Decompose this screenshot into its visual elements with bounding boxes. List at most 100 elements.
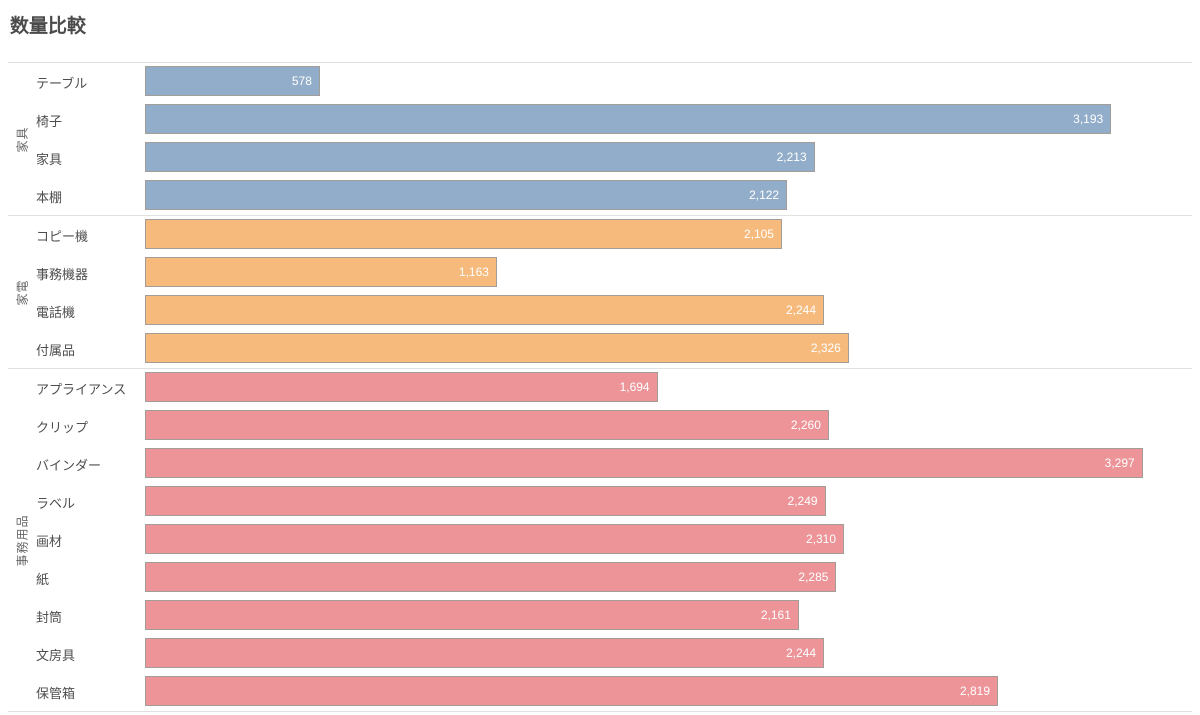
bar-value-label: 2,285: [798, 570, 829, 584]
bar[interactable]: 2,105: [145, 219, 782, 249]
item-label: 封筒: [36, 609, 63, 625]
bar[interactable]: 3,193: [145, 104, 1112, 134]
category-group: 事務用品 アプライアンス 1,694 クリップ 2,260 バインダー 3,297 ラベル 2,…: [8, 369, 1192, 712]
bar-value-label: 2,260: [790, 418, 821, 432]
bar-value-label: 2,310: [805, 532, 836, 546]
bar-track: 2,244: [145, 292, 1192, 330]
bar-value-label: 2,122: [749, 188, 780, 202]
bar-value-label: 2,249: [787, 494, 818, 508]
bar-row: 文房具 2,244: [36, 635, 1192, 673]
chart-rows: 家具 テーブル 578 椅子 3,193 家具 2,213 本棚 2,122 家電 コピー機 2,10…: [8, 62, 1192, 712]
bar-track: 3,297: [145, 445, 1192, 483]
category-label-column: 事務用品: [8, 369, 36, 711]
bar[interactable]: 2,161: [145, 600, 799, 630]
bar-value-label: 1,694: [619, 380, 650, 394]
item-label: 文房具: [36, 647, 76, 663]
bar-value-label: 2,105: [743, 227, 774, 241]
bar-track: 2,260: [145, 407, 1192, 445]
bar-row: 紙 2,285: [36, 559, 1192, 597]
item-label: 椅子: [36, 113, 63, 129]
bar-track: 2,122: [145, 177, 1192, 215]
bar[interactable]: 578: [145, 66, 320, 96]
category-label: 家電: [15, 278, 30, 306]
bar[interactable]: 2,244: [145, 638, 825, 668]
item-label: ラベル: [36, 495, 76, 511]
bar-row: テーブル 578: [36, 63, 1192, 101]
bar[interactable]: 2,213: [145, 142, 815, 172]
item-label: クリップ: [36, 419, 89, 435]
bar[interactable]: 2,244: [145, 295, 825, 325]
item-label: 事務機器: [36, 266, 89, 282]
item-label: 紙: [36, 571, 50, 587]
item-label: 電話機: [36, 304, 76, 320]
bar-row: 画材 2,310: [36, 521, 1192, 559]
chart-title: 数量比較: [10, 16, 87, 37]
bar-value-label: 2,161: [760, 608, 791, 622]
item-label: 家具: [36, 151, 63, 167]
item-label: テーブル: [36, 75, 88, 91]
item-label: 付属品: [36, 342, 76, 358]
bar-row: クリップ 2,260: [36, 407, 1192, 445]
category-rows: テーブル 578 椅子 3,193 家具 2,213 本棚 2,122: [36, 63, 1192, 215]
bar-value-label: 3,297: [1104, 456, 1135, 470]
bar-track: 2,161: [145, 597, 1192, 635]
category-group: 家具 テーブル 578 椅子 3,193 家具 2,213 本棚 2,122: [8, 63, 1192, 216]
bar-track: 2,285: [145, 559, 1192, 597]
item-label: バインダー: [36, 457, 102, 473]
bar-value-label: 2,213: [776, 150, 807, 164]
category-label-column: 家電: [8, 216, 36, 368]
bar-row: 椅子 3,193: [36, 101, 1192, 139]
chart-area: 数量比較 家具 テーブル 578 椅子 3,193 家具 2,213 本棚 2,122 家電 コピー…: [8, 0, 1192, 712]
bar[interactable]: 2,285: [145, 562, 837, 592]
category-label-column: 家具: [8, 63, 36, 215]
bar-value-label: 2,244: [786, 646, 817, 660]
bar[interactable]: 2,326: [145, 333, 849, 363]
bar-track: 2,105: [145, 216, 1192, 254]
chart-header: 数量比較: [8, 0, 1192, 62]
bar-value-label: 3,193: [1073, 112, 1104, 126]
bar-row: 保管箱 2,819: [36, 673, 1192, 711]
bar-row: ラベル 2,249: [36, 483, 1192, 521]
bar-track: 2,326: [145, 330, 1192, 368]
bar-row: コピー機 2,105: [36, 216, 1192, 254]
bar-track: 1,694: [145, 369, 1192, 407]
bar-track: 1,163: [145, 254, 1192, 292]
category-label: 家具: [15, 125, 30, 153]
bar-track: 578: [145, 63, 1192, 101]
category-label: 事務用品: [15, 513, 30, 567]
item-label: 保管箱: [36, 685, 76, 701]
bar-row: アプライアンス 1,694: [36, 369, 1192, 407]
category-rows: アプライアンス 1,694 クリップ 2,260 バインダー 3,297 ラベル 2,249 画…: [36, 369, 1192, 711]
bar-value-label: 578: [291, 74, 312, 88]
bar-track: 2,244: [145, 635, 1192, 673]
category-group: 家電 コピー機 2,105 事務機器 1,163 電話機 2,244 付属品 2,326: [8, 216, 1192, 369]
bar[interactable]: 2,819: [145, 676, 999, 706]
bar[interactable]: 1,694: [145, 372, 658, 402]
item-label: コピー機: [36, 228, 89, 244]
item-label: アプライアンス: [36, 381, 127, 397]
category-rows: コピー機 2,105 事務機器 1,163 電話機 2,244 付属品 2,326: [36, 216, 1192, 368]
bar-value-label: 1,163: [458, 265, 489, 279]
item-label: 本棚: [36, 189, 63, 205]
bar[interactable]: 2,122: [145, 180, 788, 210]
bar-track: 2,213: [145, 139, 1192, 177]
bar[interactable]: 2,260: [145, 410, 829, 440]
bar[interactable]: 1,163: [145, 257, 497, 287]
bar-value-label: 2,326: [810, 341, 841, 355]
item-label: 画材: [36, 533, 63, 549]
bar[interactable]: 2,310: [145, 524, 844, 554]
bar[interactable]: 2,249: [145, 486, 826, 516]
bar-row: 本棚 2,122: [36, 177, 1192, 215]
bar-value-label: 2,244: [786, 303, 817, 317]
bar-track: 3,193: [145, 101, 1192, 139]
bar-row: 電話機 2,244: [36, 292, 1192, 330]
bar-row: バインダー 3,297: [36, 445, 1192, 483]
bar-track: 2,819: [145, 673, 1192, 711]
bar-value-label: 2,819: [960, 684, 991, 698]
bar-row: 封筒 2,161: [36, 597, 1192, 635]
bar[interactable]: 3,297: [145, 448, 1143, 478]
bar-row: 事務機器 1,163: [36, 254, 1192, 292]
bar-track: 2,249: [145, 483, 1192, 521]
bar-row: 家具 2,213: [36, 139, 1192, 177]
